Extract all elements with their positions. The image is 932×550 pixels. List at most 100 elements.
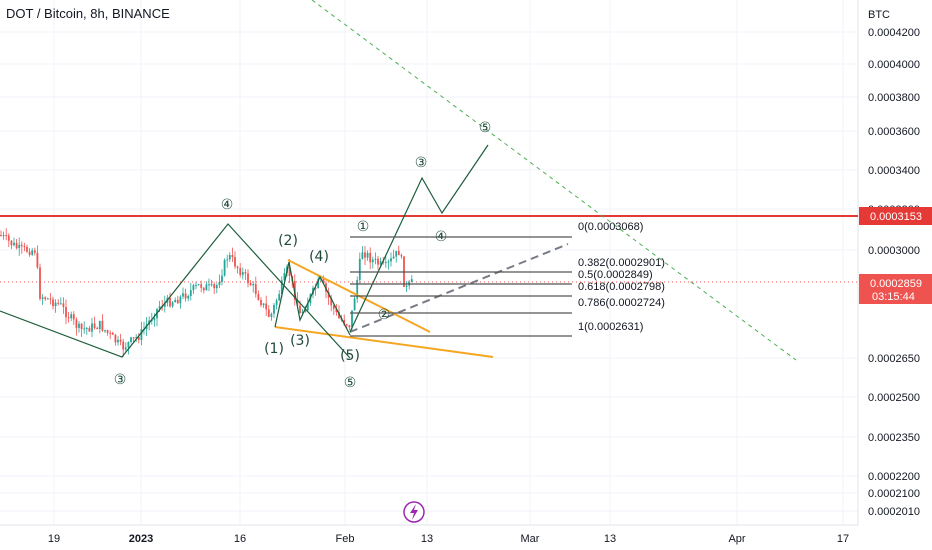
fib-level-label: 0.382(0.0002901) [578, 257, 665, 269]
candle-body [44, 297, 47, 300]
candle-body [254, 284, 257, 295]
candle-body [374, 258, 377, 260]
fib-level-label: 1(0.0002631) [578, 321, 643, 333]
candle-body [7, 235, 10, 241]
candle-body [228, 255, 231, 260]
projection-line[interactable] [349, 243, 569, 333]
candle-body [195, 285, 197, 287]
candle-body [104, 330, 106, 332]
candle-body [275, 300, 278, 305]
candle-body [239, 267, 242, 275]
candle-body [343, 320, 346, 325]
candle-body [169, 297, 171, 307]
candle-body [189, 290, 192, 296]
wave-path-large[interactable] [0, 223, 351, 359]
wave-label-circled: ① [357, 219, 370, 235]
candle-body [83, 328, 86, 330]
candle-body [234, 257, 236, 267]
candle-body [210, 284, 213, 286]
last-price-tag: 0.0002859 03:15:44 [859, 274, 932, 304]
grid [0, 0, 858, 525]
price-unit-label: BTC [868, 9, 890, 21]
candle-body [226, 259, 229, 261]
candle-body [41, 297, 44, 299]
wave-label-circled: ⑤ [344, 375, 357, 391]
wave-projection-path[interactable] [349, 144, 489, 333]
fib-level-label: 0.5(0.0002849) [578, 269, 653, 281]
candle-body [304, 310, 307, 312]
fib-retracement[interactable]: 0(0.0003068) 0.382(0.0002901)0.5(0.000284… [350, 221, 665, 337]
candle-body [184, 293, 187, 299]
candle-body [67, 317, 70, 319]
wave-label-paren: (1) [264, 341, 284, 357]
time-tick-label: 2023 [129, 533, 153, 545]
candle-body [379, 261, 382, 265]
time-tick-label: 17 [837, 533, 849, 545]
candle-body [101, 320, 104, 331]
candle-body [33, 250, 36, 253]
wave-label-circled: ④ [221, 197, 234, 213]
candle-body [330, 297, 333, 306]
candle-body [13, 242, 15, 246]
candle-body [171, 302, 174, 307]
price-axis[interactable]: 0.0004200 0.0004000 0.0003800 0.0003600 0.00… [868, 27, 920, 518]
candle-body [111, 332, 114, 335]
candle-body [202, 287, 205, 291]
candle-body [288, 266, 291, 276]
candle-body [335, 308, 338, 313]
wave-path-small[interactable] [274, 261, 351, 336]
candle-body [18, 244, 21, 249]
price-tick-label: 0.0004000 [868, 59, 920, 71]
candle-body [231, 255, 234, 258]
candle-body [301, 311, 304, 314]
candle-body [106, 330, 109, 333]
candle-body [377, 258, 379, 265]
candle-body [182, 293, 184, 297]
candle-body [247, 273, 249, 284]
candle-body [306, 303, 309, 311]
candle-body [361, 252, 364, 259]
candle-body [371, 259, 374, 263]
candle-body [332, 305, 335, 309]
candle-body [215, 285, 218, 289]
candle-body [249, 283, 252, 286]
lower-wedge-line[interactable] [274, 326, 494, 358]
candle-body [283, 273, 286, 281]
lightning-icon[interactable] [403, 501, 425, 523]
wave-label-paren: (2) [278, 233, 298, 249]
svg-text:0.0002859: 0.0002859 [870, 278, 922, 290]
candle-body [197, 284, 200, 286]
price-tick-label: 0.0002200 [868, 471, 920, 483]
candle-body [62, 303, 65, 307]
candle-body [96, 327, 99, 330]
svg-text:0.0003153: 0.0003153 [870, 211, 922, 223]
candle-body [273, 304, 275, 314]
candle-body [127, 341, 130, 348]
candle-body [0, 235, 2, 236]
candle-body [52, 299, 54, 307]
candle-body [364, 252, 366, 258]
candle-body [2, 235, 5, 237]
time-axis[interactable]: 19 2023 16 Feb 13 Mar 13 Apr 17 [48, 533, 849, 545]
chart-title: DOT / Bitcoin, 8h, BINANCE [6, 6, 170, 21]
candle-body [384, 262, 387, 264]
candle-body [54, 302, 57, 307]
wave-labels: ③ ④ ⑤ ① ② ③ ④ ⑤ (1) (2) (3) (4) (5) [114, 120, 492, 391]
candle-body [270, 313, 273, 317]
candle-body [153, 318, 156, 321]
candle-body [348, 325, 351, 328]
descending-trendline[interactable] [311, 0, 797, 361]
candle-body [26, 246, 28, 252]
time-tick-label: 16 [234, 533, 246, 545]
candle-body [132, 337, 135, 339]
candle-body [23, 246, 26, 248]
candle-body [150, 320, 153, 322]
resistance-price-tag: 0.0003153 [859, 207, 932, 225]
candle-body [140, 329, 143, 340]
candle-body [124, 347, 127, 350]
candle-body [28, 251, 31, 255]
candles [0, 228, 413, 357]
candle-body [296, 299, 299, 306]
candle-body [179, 296, 182, 304]
